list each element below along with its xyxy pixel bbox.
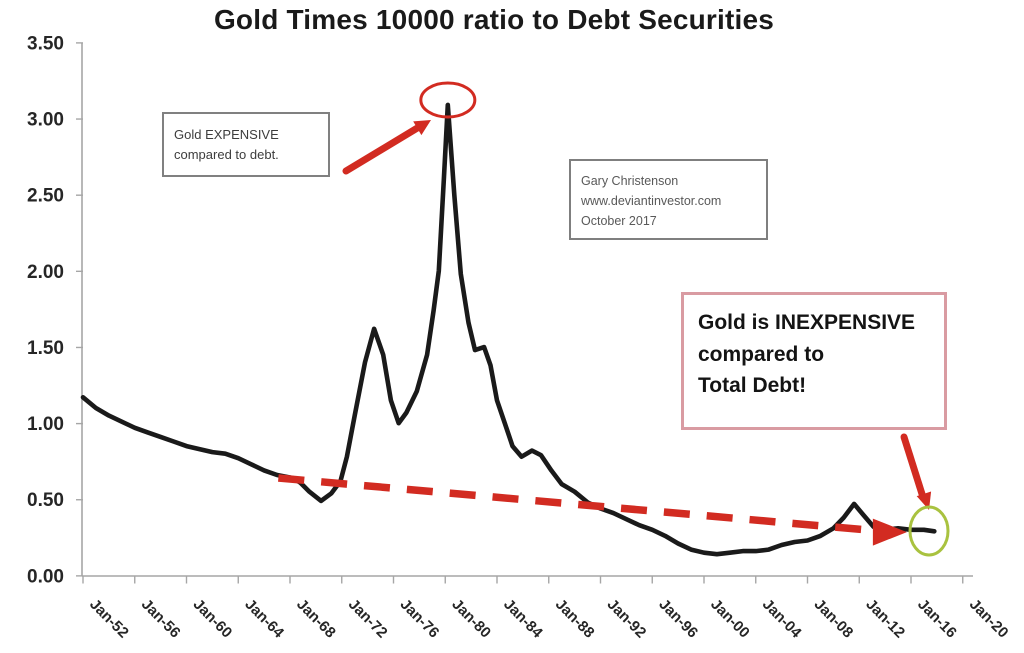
- credit-date: October 2017: [581, 214, 657, 228]
- ratio-line: [80, 102, 937, 557]
- credit-author: Gary Christenson: [581, 174, 679, 188]
- credit-website: www.deviantinvestor.com: [581, 194, 722, 208]
- gold-inexpensive-line3: Total Debt!: [698, 374, 807, 397]
- y-tick-label: 3.00: [27, 110, 64, 131]
- x-tick-label: Jan-84: [500, 596, 546, 642]
- x-tick-label: Jan-52: [86, 596, 132, 642]
- peak-arrow-head: [413, 120, 431, 136]
- inexpensive-arrow-shaft: [900, 433, 926, 498]
- x-tick-label: Jan-16: [914, 596, 960, 642]
- annotation-gold-inexpensive-box: Gold is INEXPENSIVE compared to Total De…: [681, 292, 947, 430]
- x-tick-label: Jan-72: [345, 596, 391, 642]
- chart-title: Gold Times 10000 ratio to Debt Securitie…: [213, 4, 775, 35]
- x-tick-label: Jan-68: [293, 596, 339, 642]
- x-tick-label: Jan-08: [811, 596, 857, 642]
- x-tick-label: Jan-64: [241, 596, 287, 642]
- y-tick-label: 0.00: [27, 566, 64, 587]
- peak-ellipse-annotation: [419, 81, 477, 119]
- trend-arrowhead: [872, 518, 907, 546]
- x-tick-label: Jan-88: [552, 596, 598, 642]
- y-tick-label: 2.50: [27, 186, 64, 207]
- y-tick-label: 3.50: [27, 33, 64, 54]
- gold-inexpensive-line1: Gold is INEXPENSIVE: [698, 311, 916, 334]
- peak-arrow-shaft: [342, 123, 423, 175]
- x-tick-label: Jan-60: [190, 596, 236, 642]
- trend-dashed-line: [278, 474, 876, 535]
- low-ellipse-annotation: [908, 505, 950, 557]
- x-tick-label: Jan-80: [448, 596, 494, 642]
- x-tick-label: Jan-12: [862, 596, 908, 642]
- gold-expensive-line2: compared to debt.: [174, 147, 279, 163]
- y-tick-label: 1.50: [27, 338, 64, 359]
- annotation-credit-box: Gary Christenson www.deviantinvestor.com…: [569, 159, 768, 240]
- gold-expensive-line1: Gold EXPENSIVE: [174, 127, 279, 142]
- x-tick-label: Jan-92: [604, 596, 650, 642]
- gold-inexpensive-line2: compared to: [698, 342, 825, 366]
- y-tick-label: 2.00: [27, 262, 64, 283]
- y-tick-label: 0.50: [27, 490, 64, 511]
- x-tick-label: Jan-56: [138, 596, 184, 642]
- x-tick-label: Jan-96: [655, 596, 701, 642]
- y-tick-label: 1.00: [27, 414, 64, 435]
- annotation-gold-expensive-box: Gold EXPENSIVE compared to debt.: [162, 112, 330, 177]
- x-tick-label: Jan-20: [966, 596, 1012, 642]
- x-tick-label: Jan-04: [759, 596, 805, 642]
- inexpensive-arrow-head: [916, 491, 932, 510]
- x-tick-label: Jan-76: [397, 596, 443, 642]
- x-tick-label: Jan-00: [707, 596, 753, 642]
